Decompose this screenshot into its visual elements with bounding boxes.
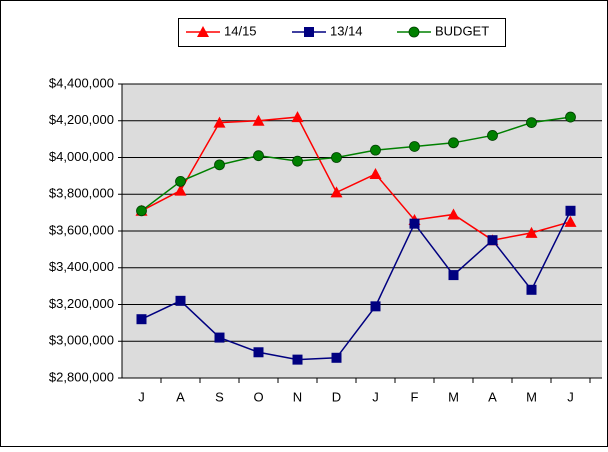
- data-point: [292, 354, 303, 365]
- data-point: [526, 284, 537, 295]
- legend-label: 14/15: [224, 23, 257, 38]
- y-tick-label: $4,200,000: [49, 112, 114, 127]
- data-point: [213, 116, 226, 128]
- data-point: [487, 130, 498, 141]
- data-point: [214, 332, 225, 343]
- legend-marker: [304, 27, 314, 37]
- x-tick-label: N: [293, 389, 302, 404]
- data-point: [136, 205, 147, 217]
- data-point: [447, 208, 460, 220]
- data-point: [370, 301, 381, 312]
- x-tick-label: M: [448, 389, 459, 404]
- data-point: [175, 175, 186, 187]
- data-point: [409, 218, 420, 229]
- x-tick-label: A: [488, 389, 497, 404]
- y-tick-label: $3,000,000: [49, 333, 114, 348]
- legend-label: BUDGET: [435, 23, 489, 38]
- x-tick-label: D: [332, 389, 341, 404]
- data-point: [526, 117, 537, 128]
- data-point: [174, 184, 187, 196]
- legend-marker: [197, 26, 209, 37]
- x-tick-label: M: [526, 389, 537, 404]
- legend-box: [178, 18, 506, 47]
- x-tick-label: A: [176, 389, 185, 404]
- x-tick-label: O: [253, 389, 263, 404]
- data-point: [564, 215, 577, 227]
- x-tick-label: J: [138, 389, 145, 404]
- legend-label: 13/14: [330, 23, 363, 38]
- data-point: [487, 235, 498, 246]
- data-point: [330, 186, 343, 198]
- data-point: [369, 168, 382, 180]
- data-point: [565, 111, 576, 123]
- data-point: [175, 295, 186, 306]
- data-point: [331, 352, 342, 363]
- data-point: [331, 152, 342, 163]
- series-line: [141, 116, 571, 212]
- x-tick-label: S: [215, 389, 224, 404]
- series-line: [141, 210, 572, 361]
- y-tick-label: $4,400,000: [49, 75, 114, 90]
- data-point: [448, 137, 459, 149]
- y-tick-label: $3,800,000: [49, 186, 114, 201]
- data-point: [252, 114, 265, 126]
- y-tick-label: $3,600,000: [49, 222, 114, 237]
- data-point: [565, 205, 576, 216]
- data-point: [448, 270, 459, 281]
- data-point: [214, 159, 225, 171]
- data-point: [409, 141, 420, 152]
- data-point: [525, 226, 538, 238]
- y-tick-label: $3,200,000: [49, 296, 114, 311]
- y-tick-label: $4,000,000: [49, 149, 114, 164]
- data-point: [136, 314, 147, 325]
- x-tick-label: J: [567, 389, 574, 404]
- y-tick-label: $2,800,000: [49, 369, 114, 384]
- data-point: [292, 155, 303, 167]
- series-line: [141, 116, 571, 241]
- x-tick-label: J: [372, 389, 379, 404]
- legend-marker: [408, 26, 420, 38]
- data-point: [253, 150, 264, 162]
- data-point: [370, 144, 381, 156]
- x-tick-label: F: [411, 389, 419, 404]
- data-point: [253, 347, 264, 358]
- data-point: [291, 111, 304, 123]
- y-tick-label: $3,400,000: [49, 259, 114, 274]
